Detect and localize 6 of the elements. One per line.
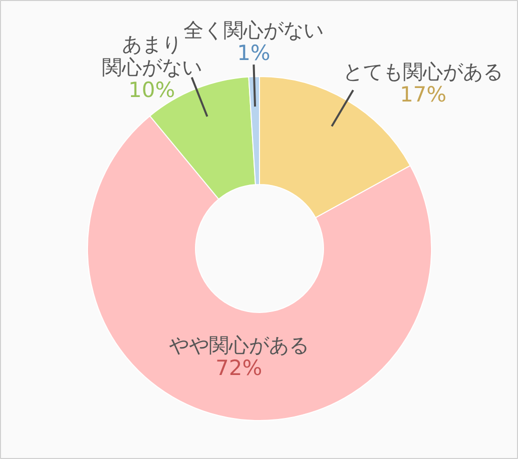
data-label: 17%: [400, 82, 447, 107]
data-label: 10%: [128, 78, 176, 102]
data-label: 72%: [216, 356, 262, 380]
slice-label: やや関心がある: [168, 333, 309, 358]
slice-label: とても関心がある: [343, 60, 504, 84]
data-label: 1%: [237, 41, 270, 66]
